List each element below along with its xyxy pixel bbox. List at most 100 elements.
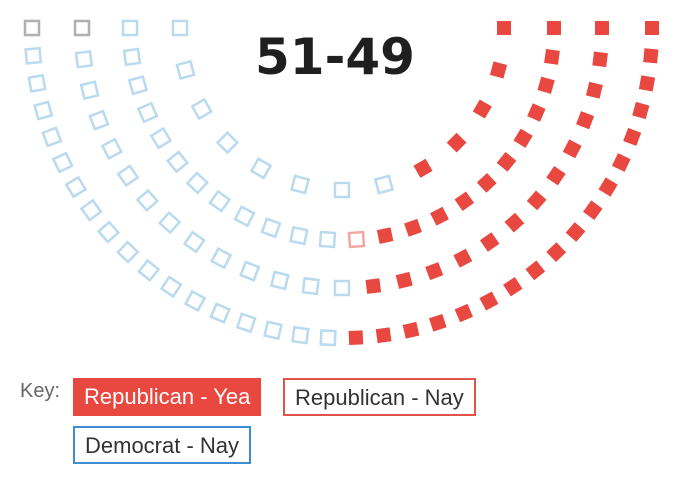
seat-republican-yea [497, 21, 511, 35]
seat-democrat-nay [263, 320, 283, 341]
seat-republican-yea [595, 21, 609, 35]
seat-republican-nay [347, 230, 366, 249]
seat-group [23, 19, 659, 347]
seat-democrat-nay [318, 230, 337, 249]
seat-democrat-nay [100, 137, 123, 160]
seat-republican-yea [623, 127, 642, 146]
seat-democrat-nay [269, 270, 290, 291]
seat-democrat-nay [136, 101, 159, 124]
seat-democrat-nay [116, 240, 140, 264]
seat-republican-yea [413, 158, 433, 178]
seat-republican-yea [546, 165, 566, 186]
seat-republican-yea [576, 111, 595, 130]
seat-republican-yea [565, 222, 586, 242]
seat-republican-yea [504, 212, 525, 233]
seat-republican-yea [425, 262, 444, 281]
seat-democrat-nay [235, 312, 257, 334]
seat-republican-yea [513, 128, 533, 148]
seat-republican-yea [592, 51, 608, 68]
seat-democrat-nay [135, 188, 160, 213]
seat-republican-yea [446, 132, 467, 153]
seat-democrat-nay [239, 260, 261, 282]
seat-democrat-nay [233, 205, 256, 228]
seat-democrat-nay [190, 97, 213, 121]
seat-democrat-nay [41, 126, 63, 148]
legend-republican-yea: Republican - Yea [73, 378, 262, 416]
seat-republican-yea [454, 303, 473, 323]
seat-democrat-nay [209, 302, 232, 324]
seat-republican-yea [428, 313, 447, 332]
key-label: Key: [20, 380, 61, 402]
seat-democrat-nay [373, 174, 395, 195]
seat-republican-yea [527, 103, 546, 122]
seat-republican-yea [547, 21, 561, 35]
seat-democrat-nay [149, 126, 173, 150]
legend-republican-nay: Republican - Nay [283, 378, 476, 416]
seat-democrat-nay [289, 225, 309, 246]
seat-republican-yea [479, 291, 499, 311]
seat-democrat-nay [122, 47, 142, 67]
seat-republican-yea [454, 191, 475, 211]
seat-democrat-nay [185, 171, 209, 195]
seat-republican-yea [525, 260, 546, 281]
seat-democrat-nay [165, 150, 190, 174]
seat-democrat-nay [182, 230, 206, 254]
seat-democrat-nay [79, 80, 100, 101]
seat-republican-yea [645, 21, 659, 35]
seat-democrat-nay [319, 329, 337, 347]
seat-democrat-nay [171, 19, 189, 37]
seat-republican-yea [404, 218, 422, 237]
seat-democrat-nay [33, 100, 54, 121]
seat-democrat-nay [79, 198, 103, 222]
seat-republican-yea [526, 190, 547, 211]
seat-democrat-nay [333, 181, 351, 199]
seat-republican-yea [611, 153, 631, 172]
seat-republican-yea [583, 200, 603, 220]
seat-republican-yea [546, 242, 567, 262]
seat-republican-yea [585, 81, 603, 99]
seat-democrat-nay [137, 258, 161, 282]
seat-democrat-nay [215, 130, 240, 155]
seat-democrat-nay [96, 220, 121, 244]
seat-democrat-nay [208, 189, 232, 213]
seat-democrat-nay [333, 279, 351, 297]
seat-democrat-nay [210, 247, 233, 270]
seat-republican-yea [562, 139, 582, 159]
seat-democrat-nay [121, 19, 139, 37]
seat-democrat-nay [157, 210, 182, 235]
seat-democrat-nay [127, 75, 149, 96]
seat-republican-yea [479, 232, 500, 252]
legend-democrat-nay: Democrat - Nay [73, 426, 252, 464]
seat-democrat-nay [289, 174, 311, 195]
seat-democrat-nay [51, 151, 74, 174]
seat-republican-yea [489, 61, 508, 79]
seat-republican-yea [496, 151, 517, 172]
legend-key: Key: Republican - Yea Republican - Nay D… [20, 374, 670, 474]
seat-independent-nay [73, 19, 91, 37]
seat-republican-yea [643, 48, 659, 64]
seat-republican-yea [537, 76, 555, 94]
seat-democrat-nay [175, 59, 196, 81]
seat-republican-yea [544, 49, 560, 65]
senate-seat-chart [23, 19, 659, 347]
seat-democrat-nay [260, 217, 282, 239]
seat-democrat-nay [159, 275, 183, 299]
seat-republican-yea [632, 101, 650, 120]
seat-republican-yea [375, 327, 392, 344]
seat-republican-yea [598, 177, 618, 197]
seat-democrat-nay [27, 73, 47, 93]
seat-democrat-nay [291, 325, 310, 345]
seat-republican-yea [638, 75, 656, 92]
seat-republican-yea [453, 248, 473, 268]
seat-republican-yea [365, 278, 382, 294]
seat-democrat-nay [64, 175, 88, 199]
seat-republican-yea [348, 330, 364, 346]
seat-democrat-nay [88, 109, 110, 131]
seat-democrat-nay [301, 276, 320, 296]
seat-democrat-nay [74, 50, 94, 69]
seat-democrat-nay [249, 157, 273, 180]
seat-independent-nay [23, 19, 41, 37]
vote-tally: 51-49 [255, 28, 415, 86]
seat-republican-yea [395, 271, 413, 289]
seat-republican-yea [430, 206, 449, 226]
